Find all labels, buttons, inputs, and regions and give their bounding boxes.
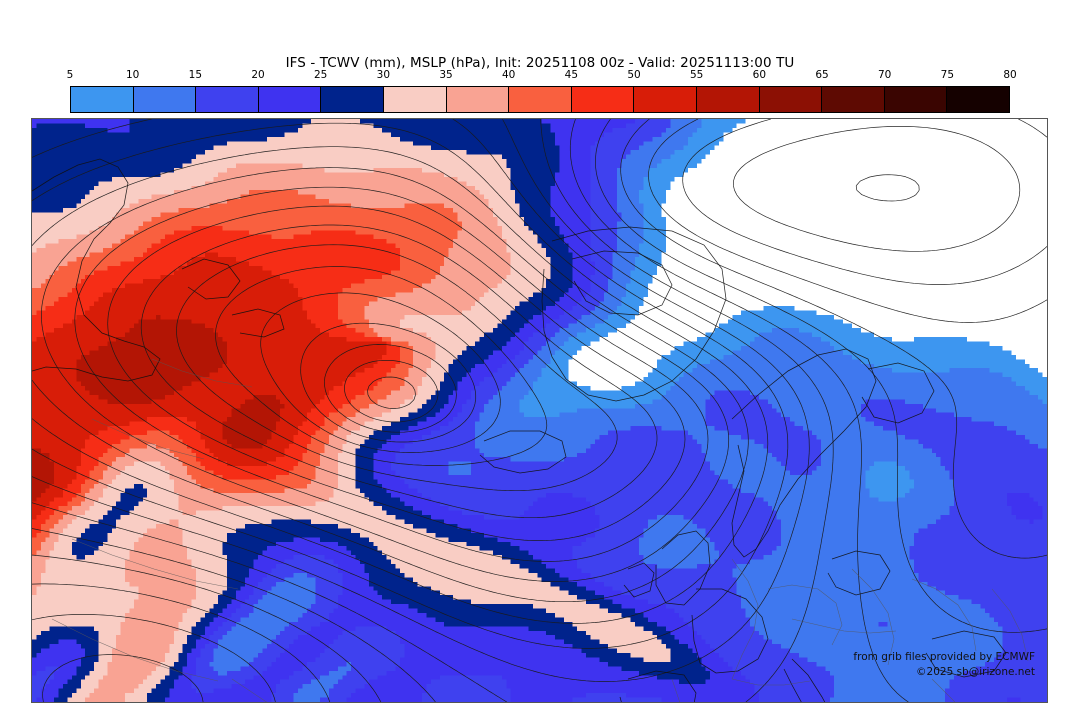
colorbar-tick-75: 75 <box>940 69 955 81</box>
colorbar-band-25-30 <box>321 87 384 112</box>
isobar-1000 <box>32 122 769 624</box>
coastline-2 <box>231 308 285 338</box>
colorbar-tick-65: 65 <box>815 69 829 81</box>
coastline-6 <box>655 530 711 606</box>
country-border-6 <box>731 678 811 686</box>
colorbar-band-70-75 <box>884 87 948 112</box>
country-border-7 <box>931 678 955 702</box>
colorbar-tick-50: 50 <box>627 69 641 81</box>
country-border-4 <box>791 618 897 634</box>
isobar-1024 <box>32 119 1047 702</box>
isobar-1012 <box>32 119 834 702</box>
colorbar-tick-labels: 5 10 15 20 25 30 35 40 45 50 55 60 65 70 75 80 <box>66 69 1017 83</box>
colorbar-band-35-40 <box>446 87 510 112</box>
country-border-9 <box>151 358 253 388</box>
isobar-988 <box>74 186 709 562</box>
colorbar-tick-30: 30 <box>376 69 391 81</box>
tcwv-band-55-60 <box>32 314 285 502</box>
colorbar-band-65-70 <box>822 87 885 112</box>
country-border-13 <box>231 678 267 702</box>
coastline-12 <box>783 658 826 702</box>
country-border-8 <box>991 588 1029 662</box>
colorbar-tick-20: 20 <box>251 69 265 81</box>
colorbar-tick-60: 60 <box>752 69 767 81</box>
coastline-1 <box>181 258 241 300</box>
colorbar-band-20-25 <box>258 87 322 112</box>
colorbar-tick-45: 45 <box>564 69 579 81</box>
country-border-0 <box>731 558 759 680</box>
country-border-1 <box>767 584 843 646</box>
country-border-10 <box>91 418 205 460</box>
colorbar <box>70 86 1010 113</box>
colorbar-tick-5: 5 <box>66 69 74 81</box>
colorbar-band-30-35 <box>383 87 447 112</box>
country-border-5 <box>671 678 680 702</box>
colorbar-tick-80: 80 <box>1003 69 1017 81</box>
country-border-11 <box>71 538 239 590</box>
isobar-1032 <box>42 119 1047 702</box>
colorbar-tick-25: 25 <box>313 69 328 81</box>
isobar-956 <box>344 359 439 423</box>
coastline-8 <box>731 348 877 558</box>
isobar-976 <box>176 244 618 492</box>
isobar-1036 <box>733 125 1021 252</box>
coastline-9 <box>861 362 935 424</box>
colorbar-band-15-20 <box>196 87 259 112</box>
tcwv-band-50-55 <box>32 252 387 520</box>
tcwv-band-45-50 <box>32 225 400 538</box>
isobar-968 <box>260 292 501 453</box>
country-border-3 <box>911 578 977 652</box>
colorbar-tick-10: 10 <box>125 69 140 81</box>
tcwv-band-10-15 <box>209 119 1047 702</box>
tcwv-band-25-30 <box>32 119 711 702</box>
tcwv-band-35-40 <box>32 163 511 702</box>
coastline-11 <box>691 588 769 674</box>
colorbar-tick-40: 40 <box>501 69 516 81</box>
tcwv-band-40-45 <box>32 190 462 556</box>
colorbar-bands <box>70 86 1010 113</box>
isobar-1008 <box>32 119 810 682</box>
isobar-1016 <box>32 119 909 702</box>
coastline-15 <box>827 550 891 596</box>
colorbar-tick-55: 55 <box>689 69 704 81</box>
isobar-992 <box>41 167 730 582</box>
isobar-996 <box>32 146 749 603</box>
isobar-952 <box>367 376 416 409</box>
colorbar-band-40-45 <box>509 87 572 112</box>
colorbar-band-75-80 <box>947 87 1009 112</box>
isobar-1004 <box>32 119 789 649</box>
map-panel[interactable]: from grib files provided by ECMWF ©2025 … <box>31 118 1048 703</box>
tcwv-band-5-10 <box>519 119 1047 502</box>
coastline-0 <box>32 158 161 382</box>
isobar-980 <box>140 224 658 519</box>
colorbar-band-50-55 <box>634 87 697 112</box>
map-canvas <box>32 119 1047 702</box>
isobar-964 <box>300 322 477 443</box>
coastline-10 <box>619 670 697 702</box>
isobar-984 <box>107 205 686 541</box>
tcwv-band-30-35 <box>32 119 671 702</box>
colorbar-band-55-60 <box>696 87 760 112</box>
colorbar-band-10-15 <box>133 87 197 112</box>
colorbar-band-5-10 <box>71 87 134 112</box>
colorbar-tick-15: 15 <box>188 69 203 81</box>
colorbar-band-60-65 <box>759 87 823 112</box>
isobar-1028 <box>32 119 1047 702</box>
coastline-5 <box>479 430 567 474</box>
isobar-972 <box>215 266 548 466</box>
colorbar-tick-35: 35 <box>439 69 453 81</box>
tcwv-band-20-25 <box>32 119 1043 702</box>
coastline-7 <box>623 562 655 598</box>
colorbar-band-45-50 <box>571 87 635 112</box>
page-title: IFS - TCWV (mm), MSLP (hPa), Init: 20251… <box>285 55 795 71</box>
colorbar-tick-70: 70 <box>877 69 892 81</box>
country-border-2 <box>851 568 895 666</box>
isobar-960 <box>324 344 457 433</box>
coastline-4 <box>571 250 673 316</box>
coastline-14 <box>925 630 1007 678</box>
isobar-1040 <box>855 174 920 202</box>
country-border-12 <box>51 618 219 682</box>
coastline-3 <box>541 226 727 402</box>
